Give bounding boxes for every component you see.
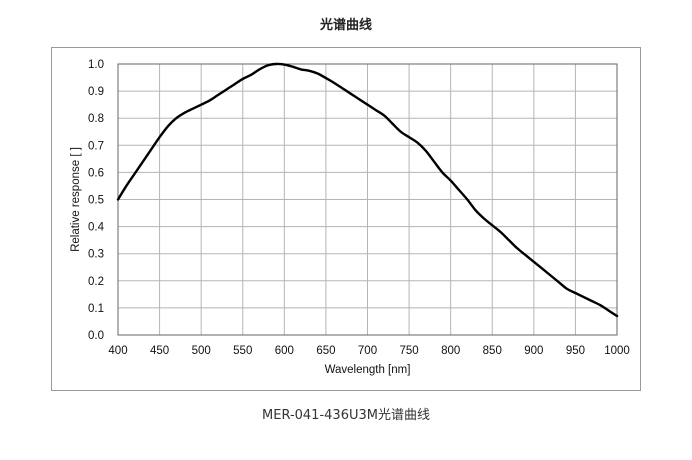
x-tick-label: 900 [524,345,543,357]
grid [117,63,618,336]
x-tick-label: 650 [316,345,335,357]
x-axis-label: Wavelength [nm] [325,364,411,376]
y-axis-label: Relative response [ ] [70,147,82,252]
y-tick-label: 0.6 [88,167,104,179]
y-tick-label: 0.0 [88,330,104,342]
page-title: 光谱曲线 [319,18,372,33]
x-tick-label: 950 [566,345,585,357]
x-tick-label: 450 [150,345,169,357]
x-axis-ticks: 400 450 500 550 600 650 700 750 800 850 900 950 1000 [108,345,629,357]
y-tick-label: 0.5 [88,195,104,207]
x-tick-label: 850 [483,345,502,357]
x-tick-label: 800 [441,345,460,357]
x-tick-label: 700 [358,345,377,357]
x-tick-label: 600 [275,345,294,357]
y-tick-label: 0.2 [88,276,104,288]
y-tick-label: 0.9 [88,86,104,98]
y-tick-label: 1.0 [88,59,104,71]
x-tick-label: 550 [233,345,252,357]
y-tick-label: 0.1 [88,303,104,315]
x-tick-label: 400 [108,345,127,357]
x-tick-label: 1000 [604,345,630,357]
figure-frame [51,47,641,391]
x-tick-label: 750 [399,345,418,357]
y-axis-ticks: 0.0 0.1 0.2 0.3 0.4 0.5 0.6 0.7 0.8 0.9 1.0 [88,59,105,342]
figure-caption: MER-041-436U3M光谱曲线 [262,408,430,423]
y-tick-label: 0.7 [88,140,104,152]
y-tick-label: 0.4 [88,222,105,234]
y-tick-label: 0.3 [88,249,104,261]
x-tick-label: 500 [192,345,211,357]
response-curve [116,62,619,318]
y-tick-label: 0.8 [88,113,104,125]
